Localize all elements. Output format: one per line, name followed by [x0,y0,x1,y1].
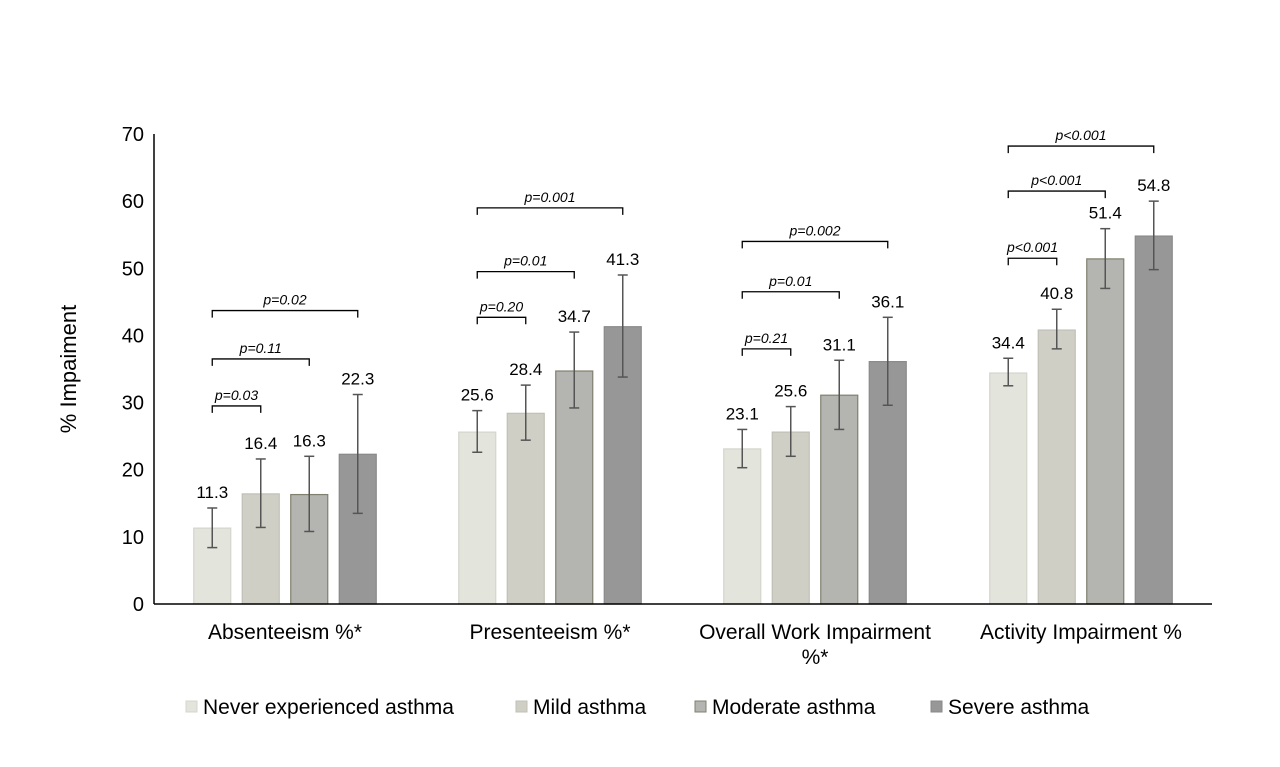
error-bars [207,200,1159,549]
y-tick-label: 40 [122,325,144,347]
y-tick-label: 70 [122,124,144,146]
p-value-label: p<0.001 [1030,172,1082,188]
p-value-label: p=0.11 [239,340,282,356]
significance-bracket: p=0.02 [211,292,359,318]
error-bar [207,507,218,549]
error-bar [1100,227,1111,290]
y-tick-label: 50 [122,258,144,280]
legend-item: Severe asthma [930,696,1090,719]
significance-bracket: p=0.002 [741,222,889,249]
bar [555,370,594,605]
error-bar [617,274,628,378]
bar [989,372,1028,605]
error-bar [1051,308,1062,350]
value-label: 25.6 [461,386,494,405]
value-labels: 11.3 25.6 23.1 34.4 16.4 28.4 25.6 40.8 16.3 34.7… [196,176,1170,502]
p-value-label: p=0.001 [524,189,576,205]
legend-item: Mild asthma [515,696,647,719]
value-label: 25.6 [774,382,807,401]
significance-bracket: p=0.21 [741,330,792,356]
legend-label: Mild asthma [533,696,647,719]
significance-bracket: p=0.01 [476,253,575,279]
p-value-label: p=0.03 [214,387,258,403]
y-tick-label: 10 [122,527,144,549]
bar [771,431,810,605]
significance-bracket: p<0.001 [1006,239,1058,266]
p-value-label: p<0.001 [1006,239,1058,255]
legend-item: Moderate asthma [694,696,876,719]
legend-item: Never experienced asthma [185,696,454,719]
legend-label: Severe asthma [948,696,1090,719]
value-label: 16.4 [244,434,277,453]
p-value-label: p=0.002 [789,222,841,238]
legend-swatch [515,700,528,713]
value-label: 34.4 [992,333,1025,352]
error-bar [1148,200,1159,271]
value-label: 41.3 [606,250,639,269]
legend-swatch [930,700,943,713]
significance-bracket: p=0.20 [476,298,527,325]
error-bar [569,331,580,409]
bar [723,448,762,605]
p-value-label: p=0.01 [768,273,812,289]
value-label: 23.1 [726,404,759,423]
y-tick-label: 30 [122,393,144,415]
value-label: 54.8 [1137,176,1170,195]
y-tick-label: 0 [133,594,144,616]
y-axis: 0 10 20 30 40 50 60 70 % Impaiment [56,124,155,616]
value-label: 11.3 [196,483,228,502]
value-label: 36.1 [871,292,904,311]
x-category-label: Absenteeism %* [208,621,362,644]
legend-label: Moderate asthma [712,696,876,719]
bar [458,431,497,605]
p-value-label: p=0.01 [503,253,547,269]
error-bar [1003,357,1014,387]
significance-bracket: p=0.01 [741,273,840,299]
legend-swatch [185,700,198,713]
significance-bracket: p<0.001 [1007,172,1106,199]
bar [506,412,545,605]
p-value-label: p<0.001 [1055,127,1107,143]
error-bar [304,455,315,533]
error-bar [255,458,266,529]
legend-label: Never experienced asthma [203,696,454,719]
x-category-label: Presenteeism %* [469,621,630,644]
legend-swatch [694,700,707,713]
error-bar [472,409,483,454]
value-label: 22.3 [341,370,374,389]
error-bar [737,428,748,469]
y-tick-label: 60 [122,191,144,213]
error-bar [352,393,363,515]
significance-bracket: p<0.001 [1007,127,1155,154]
bar [1134,235,1173,605]
error-bar [785,405,796,458]
x-axis: Absenteeism %* Presenteeism %* Overall Wor… [154,603,1212,669]
significance-bracket: p=0.03 [211,387,262,413]
value-label: 31.1 [823,335,856,354]
error-bar [882,316,893,407]
value-label: 40.8 [1040,284,1073,303]
bars [193,235,1173,605]
p-value-label: p=0.20 [479,298,523,314]
bar [1086,258,1125,605]
value-label: 34.7 [558,307,591,326]
value-label: 16.3 [293,431,326,450]
p-value-label: p=0.02 [262,292,306,308]
value-label: 28.4 [509,360,542,379]
p-value-label: p=0.21 [744,330,788,346]
error-bar [520,384,531,441]
significance-brackets: p=0.03 p=0.11 p=0.02 p=0.20 p=0.01 p=0.001 p=0… [211,127,1155,413]
value-label: 51.4 [1089,204,1122,223]
significance-bracket: p=0.11 [211,340,310,366]
legend: Never experienced asthma Mild asthma Moder… [185,696,1090,719]
x-category-label: Activity Impairment % [980,621,1182,644]
error-bar [834,359,845,431]
significance-bracket: p=0.001 [476,189,624,215]
x-category-label: Overall Work Impairment [699,621,931,644]
y-tick-label: 20 [122,460,144,482]
y-axis-title: % Impaiment [56,305,81,433]
bar [1037,329,1076,605]
x-category-label: %* [802,646,829,669]
